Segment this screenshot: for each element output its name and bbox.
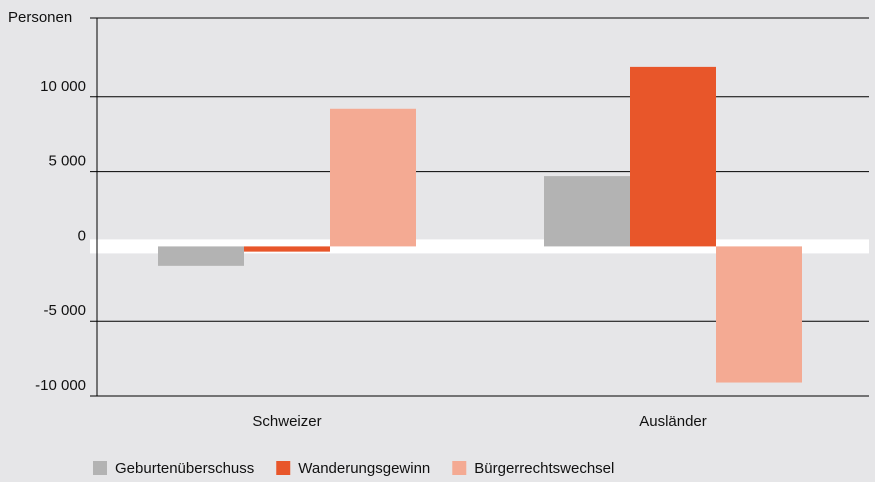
x-tick-label: Schweizer (252, 413, 321, 430)
bar (630, 66, 716, 247)
y-tick-label: -5 000 (43, 302, 86, 319)
y-tick-label: -10 000 (35, 377, 86, 394)
y-tick-label: 0 (78, 227, 86, 244)
y-tick-label: 5 000 (48, 153, 86, 170)
legend-swatch (276, 461, 291, 475)
legend-swatch (452, 461, 467, 475)
bar (244, 246, 330, 252)
legend-label: Geburtenüberschuss (115, 460, 254, 477)
y-axis-label: Personen (8, 9, 72, 26)
bar (158, 246, 244, 266)
legend-label: Bürgerrechtswechsel (474, 460, 614, 477)
bar (330, 108, 416, 247)
legend-swatch (93, 461, 107, 475)
bar (544, 176, 630, 247)
x-tick-label: Ausländer (639, 413, 707, 430)
bar (716, 246, 802, 383)
y-tick-label: 10 000 (40, 78, 86, 95)
legend-label: Wanderungsgewinn (298, 460, 430, 477)
